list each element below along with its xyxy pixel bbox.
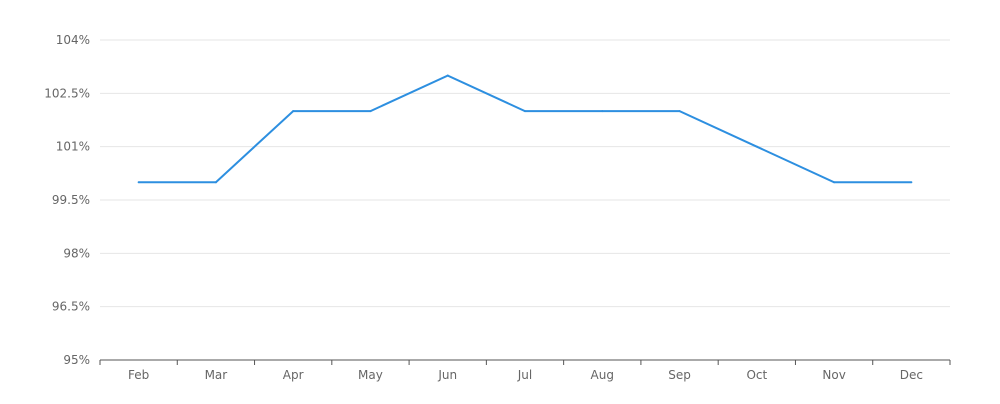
- y-tick-label: 104%: [56, 33, 90, 47]
- y-tick-label: 101%: [56, 140, 90, 154]
- x-tick-label: Mar: [205, 368, 228, 382]
- y-tick-label: 99.5%: [52, 193, 90, 207]
- data-point: [678, 110, 681, 113]
- y-tick-label: 96.5%: [52, 300, 90, 314]
- x-axis: Feb Mar Apr May Jun Jul Aug Sep Oct Nov Dec: [99, 359, 951, 382]
- x-tick-label: Sep: [668, 368, 691, 382]
- x-tick-label: Oct: [746, 368, 767, 382]
- series-layer: [137, 74, 913, 184]
- data-point: [292, 110, 295, 113]
- data-point: [137, 181, 140, 184]
- x-tick-label: Jul: [517, 368, 532, 382]
- data-point: [214, 181, 217, 184]
- data-point: [833, 181, 836, 184]
- series-line: [138, 74, 912, 184]
- data-point: [446, 74, 449, 77]
- x-tick-label: Dec: [900, 368, 923, 382]
- x-tick-label: Nov: [822, 368, 845, 382]
- x-tick-label: Feb: [128, 368, 149, 382]
- x-tick-label: Jun: [437, 368, 457, 382]
- data-point: [601, 110, 604, 113]
- y-tick-label: 95%: [63, 353, 90, 367]
- data-point: [369, 110, 372, 113]
- data-point: [524, 110, 526, 113]
- data-point: [910, 181, 913, 184]
- y-tick-label: 102.5%: [44, 86, 90, 100]
- x-tick-label: Apr: [283, 368, 304, 382]
- y-tick-label: 98%: [63, 246, 90, 260]
- x-tick-label: Aug: [591, 368, 614, 382]
- data-point: [755, 145, 758, 148]
- x-tick-label: May: [358, 368, 383, 382]
- y-axis: 95% 96.5% 98% 99.5% 101% 102.5% 104%: [44, 33, 90, 367]
- grid: [100, 39, 950, 308]
